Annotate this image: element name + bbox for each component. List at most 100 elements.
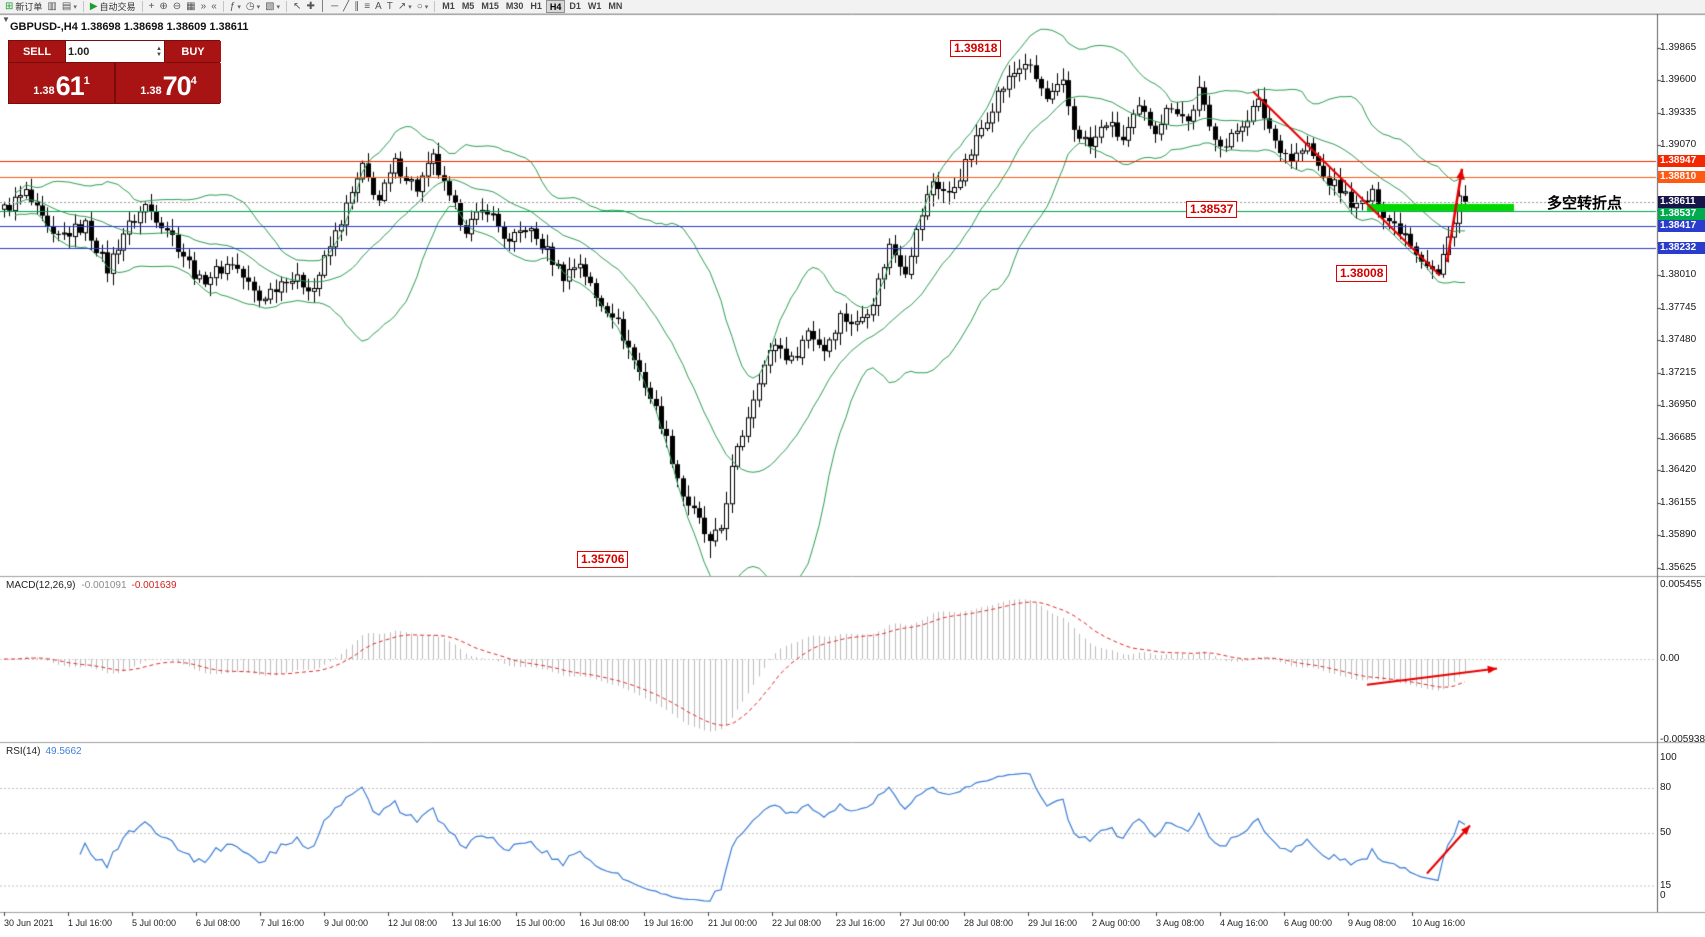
time-tick-label: 21 Jul 00:00 [708,918,758,928]
buy-button[interactable]: BUY [165,41,221,62]
price-scale[interactable]: 1.39865 1.39600 1.39335 1.39070 1.38010 1.377… [1658,14,1705,937]
time-axis[interactable]: 30 Jun 2021 1 Jul 16:00 5 Jul 00:00 6 Jul 0… [0,916,1656,936]
rsi-label: RSI(14) 49.5662 [6,746,82,757]
auto-trading-icon: ▶ [89,0,98,12]
timeframe-mn-button[interactable]: MN [608,1,623,11]
volume-stepper[interactable]: ▲ ▼ [156,45,162,58]
toolbar-auto-trading-button[interactable]: ▶ 自动交易 [89,0,136,13]
toolbar-separator [82,1,84,12]
macd-scale-label: -0.005938 [1660,733,1705,745]
tile-windows-icon: ▦ [186,0,196,12]
high-price-callout[interactable]: 1.39818 [950,40,1002,57]
pivot-price-callout[interactable]: 1.38537 [1186,201,1238,218]
trendline-tool-icon: ╱ [343,0,350,12]
chart-shift-icon: « [211,0,217,12]
rsi-scale-label: 80 [1660,782,1672,793]
time-tick-label: 2 Aug 00:00 [1092,918,1141,928]
price-line-label: 1.38810 [1658,171,1705,184]
toolbar-shapes-tool-button[interactable]: ○ ▾ [415,0,431,13]
toolbar-fibonacci-tool-button[interactable]: ≡ [362,0,372,13]
timeframe-m30-button[interactable]: M30 [505,1,524,11]
toolbar-crosshair-mode-button[interactable]: + [147,0,157,13]
toolbar-crosshair-tool-button[interactable]: ✚ [304,0,316,13]
sell-price-button[interactable]: 1.38 61 1 [9,63,114,103]
sell-button[interactable]: SELL [9,41,65,62]
zoom-in-icon: ⊕ [159,0,168,12]
timeframe-h4-button[interactable]: H4 [545,0,566,13]
price-line-label: 1.38232 [1658,242,1705,255]
volume-input[interactable] [68,45,157,58]
templates-icon: ▧ [265,0,275,12]
shapes-tool-icon: ○ [416,0,423,12]
new-chart-icon: ▥ [47,0,57,12]
timeframe-m15-button[interactable]: M15 [481,1,499,11]
timeframe-m1-button[interactable]: M1 [442,1,455,11]
zoom-out-icon: ⊖ [172,0,182,12]
one-click-panel-toggle[interactable]: ▼ [2,15,10,24]
time-tick-label: 16 Jul 08:00 [580,918,630,928]
toolbar-zoom-in-button[interactable]: ⊕ [157,0,169,13]
toolbar-vertical-line-tool-button[interactable]: │ [318,0,328,13]
toolbar-channel-tool-button[interactable]: ∥ [352,0,361,13]
time-tick-label: 15 Jul 00:00 [516,918,566,928]
price-tick-label: 1.37480 [1660,334,1697,346]
pivot-annotation-text[interactable]: 多空转折点 [1547,195,1623,212]
price-line-label: 1.38611 [1658,195,1705,208]
buy-price-button[interactable]: 1.38 70 4 [116,63,221,103]
toolbar-profiles-button[interactable]: ▤ ▾ [60,0,79,13]
symbol-period-label: GBPUSD-,H4 [10,21,78,33]
profiles-icon: ▤ [61,0,72,12]
toolbar-cursor-button[interactable]: ↖ [291,0,303,13]
fibonacci-tool-icon: ≡ [364,0,371,12]
indicators-icon: ƒ [229,0,236,12]
toolbar-auto-scroll-button[interactable]: » [199,0,209,13]
low-price-callout[interactable]: 1.35706 [577,551,629,568]
time-tick-label: 4 Aug 16:00 [1220,918,1269,928]
macd-label: MACD(12,26,9) -0.001091 -0.001639 [6,580,177,591]
toolbar-zoom-out-button[interactable]: ⊖ [171,0,183,13]
price-tick-label: 1.38010 [1660,269,1697,281]
rsi-scale-label: 50 [1660,827,1672,838]
time-tick-label: 1 Jul 16:00 [68,918,113,928]
swing-low-callout[interactable]: 1.38008 [1336,265,1388,282]
toolbar-periods-button[interactable]: ◷ ▾ [244,0,262,13]
chart-symbol-header: GBPUSD-,H4 1.38698 1.38698 1.38609 1.386… [10,21,249,33]
toolbar-new-order-button[interactable]: ⊞ 新订单 [5,0,43,13]
price-tick-label: 1.36950 [1660,399,1697,411]
timeframe-h1-button[interactable]: H1 [530,1,542,11]
timeframe-w1-button[interactable]: W1 [587,1,602,11]
toolbar-new-chart-button[interactable]: ▥ [45,0,58,13]
price-tick-label: 1.37745 [1660,301,1697,313]
toolbar-label-tool-button[interactable]: T [385,0,395,13]
chevron-down-icon: ▾ [408,3,412,11]
time-tick-label: 9 Aug 08:00 [1348,918,1397,928]
time-tick-label: 22 Jul 08:00 [772,918,822,928]
toolbar-text-tool-button[interactable]: A [373,0,384,13]
volume-field[interactable]: ▲▼ [66,41,164,62]
time-tick-label: 28 Jul 08:00 [964,918,1014,928]
toolbar-horizontal-line-tool-button[interactable]: ─ [329,0,340,13]
toolbar-tile-windows-button[interactable]: ▦ [184,0,197,13]
crosshair-tool-icon: ✚ [306,0,315,12]
toolbar-indicators-button[interactable]: ƒ ▾ [228,0,243,13]
timeframe-m5-button[interactable]: M5 [461,1,475,11]
time-tick-label: 7 Jul 16:00 [260,918,305,928]
time-tick-label: 6 Jul 08:00 [196,918,241,928]
time-tick-label: 23 Jul 16:00 [836,918,886,928]
timeframe-d1-button[interactable]: D1 [569,1,581,11]
price-line-label: 1.38947 [1658,154,1705,167]
toolbar-templates-button[interactable]: ▧ ▾ [263,0,282,13]
time-tick-label: 10 Aug 16:00 [1412,918,1466,928]
toolbar-chart-shift-button[interactable]: « [209,0,219,13]
crosshair-mode-icon: + [148,0,155,12]
toolbar-trendline-tool-button[interactable]: ╱ [341,0,351,13]
chevron-down-icon: ▾ [73,3,77,11]
rsi-scale-label: 15 [1660,879,1672,891]
toolbar: ⊞ 新订单 ▥ ▤ ▾ ▶ 自动交易 + ⊕ ⊖ ▦» «ƒ ▾ ◷ ▾ ▧ ▾ ↖ ✚ │ ─ ╱ ∥ ≡ A T ↗ ▾ ○ ▾ M1 M… [0,0,1705,14]
time-tick-label: 12 Jul 08:00 [388,918,438,928]
toolbar-arrow-tool-button[interactable]: ↗ ▾ [396,0,414,13]
price-tick-label: 1.39865 [1660,42,1697,53]
periods-icon: ◷ [245,0,255,12]
